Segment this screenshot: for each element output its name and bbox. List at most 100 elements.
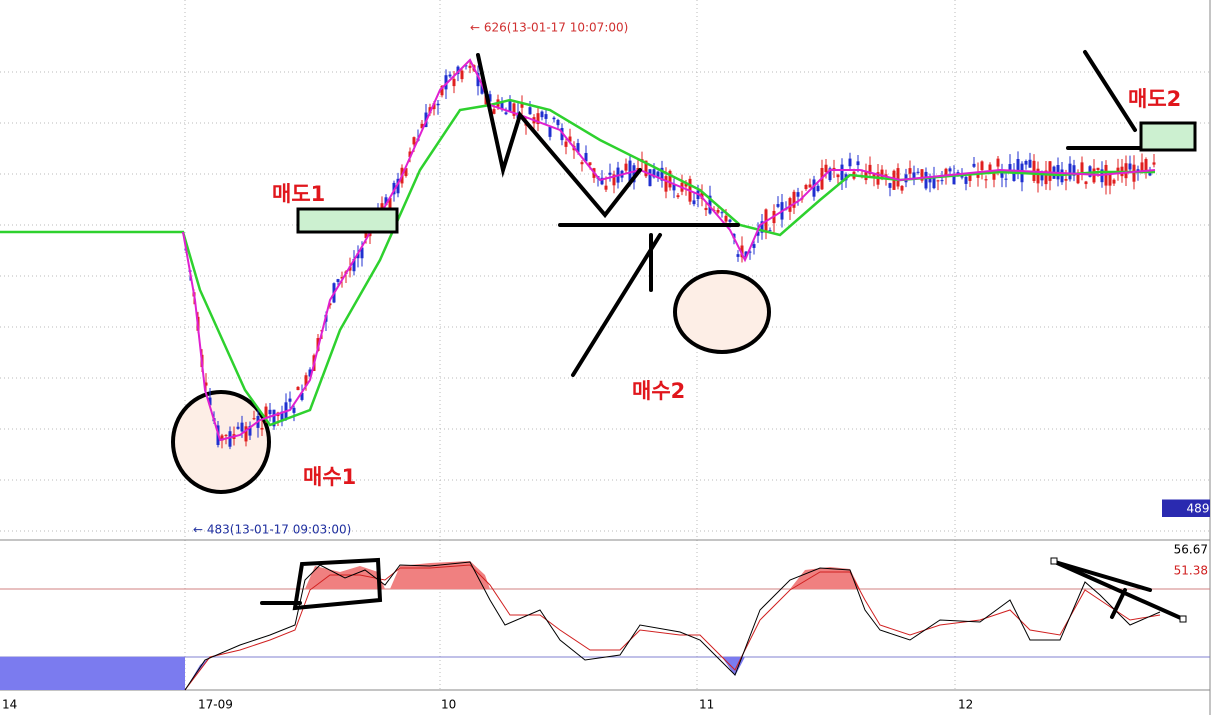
candle-body [828,168,832,181]
annotation-stroke [1083,50,1137,132]
candle-body [384,197,388,206]
candle-body [1112,179,1116,184]
candle-body [644,160,648,177]
candle-body [432,103,436,110]
oversold-fill [0,657,185,690]
candle-body [796,192,800,197]
sell1-box [296,207,399,234]
candle-body [896,168,900,187]
candle-body [264,406,268,420]
candle-body [300,392,304,400]
candle-body [752,244,756,248]
candle-body [252,418,256,420]
candle-body [624,163,628,171]
x-tick-label: 14 [2,698,17,712]
candle-body [556,119,560,126]
candle-body [1084,181,1088,185]
candle-body [440,85,444,96]
candle-body [244,426,248,442]
candle-body [224,434,228,436]
candle-body [1040,172,1044,181]
candle-body [1144,159,1148,171]
candle-body [668,170,672,188]
candle-body [652,169,656,178]
candle-body [760,221,764,233]
candle-body [840,164,844,181]
candle-body [608,172,612,175]
candle-body [992,173,996,180]
candle-body [248,426,252,436]
candle-body [888,183,892,188]
candle-body [476,73,480,87]
candle-body [952,174,956,185]
candle-body [504,112,508,115]
candle-body [924,171,928,189]
candle-body [756,231,760,236]
candle-body [900,185,904,191]
candle-body [540,111,544,118]
candle-body [1080,162,1084,173]
candle-body [884,174,888,177]
candle-body [448,74,452,77]
candle-body [568,136,572,142]
candle-body [240,422,244,432]
low-label: ← 483(13-01-17 09:03:00) [193,523,351,537]
candle-body [536,113,540,125]
candle-body [1004,178,1008,180]
candle-body [336,279,340,282]
candle-body [632,165,636,183]
candle-body [836,174,840,178]
high-label: ← 626(13-01-17 10:07:00) [470,21,628,35]
candle-body [692,200,696,205]
candle-body [208,397,212,406]
ma-short [182,58,1156,442]
candle-body [612,174,616,186]
candle-body [672,184,676,191]
candle-body [776,204,780,207]
candle-body [708,195,712,214]
candle-body [748,251,752,253]
candle-body [868,164,872,175]
candle-body [292,407,296,413]
candle-body [288,398,292,402]
candle-body [544,114,548,119]
candle-body [936,180,940,182]
candle-body [388,197,392,209]
candle-body [328,303,332,306]
candle-body [880,169,884,179]
candle-body [604,185,608,190]
candle-body [788,198,792,212]
candle-body [824,164,828,173]
candle-body [1000,169,1004,178]
indicator-value: 56.67 [1174,543,1208,557]
candle-body [1016,159,1020,173]
annotation-stroke [1110,588,1127,619]
candle-body [588,162,592,166]
candle-body [1148,172,1152,176]
candle-body [452,78,456,87]
price-tag [1162,500,1210,517]
candle-body [1072,165,1076,176]
candle-body [436,103,440,106]
candle-body [848,158,852,167]
annotation-stroke [476,53,642,219]
candle-body [744,251,748,258]
candle-body [580,162,584,165]
candle-body [404,168,408,176]
candle-body [340,277,344,279]
candle-body [492,109,496,114]
candle-body [520,103,524,108]
sell2-label: 매도2 [1128,87,1181,111]
oscillator-line [184,561,1161,691]
candle-body [508,99,512,112]
candle-body [944,168,948,176]
handle [1050,557,1058,565]
candle-body [920,169,924,181]
x-tick-label: 17-09 [198,698,233,712]
buy1-label: 매수1 [303,465,356,489]
buy2-circle [673,270,771,354]
candle-body [948,168,952,172]
candle-body [1096,167,1100,170]
candle-body [228,431,232,447]
